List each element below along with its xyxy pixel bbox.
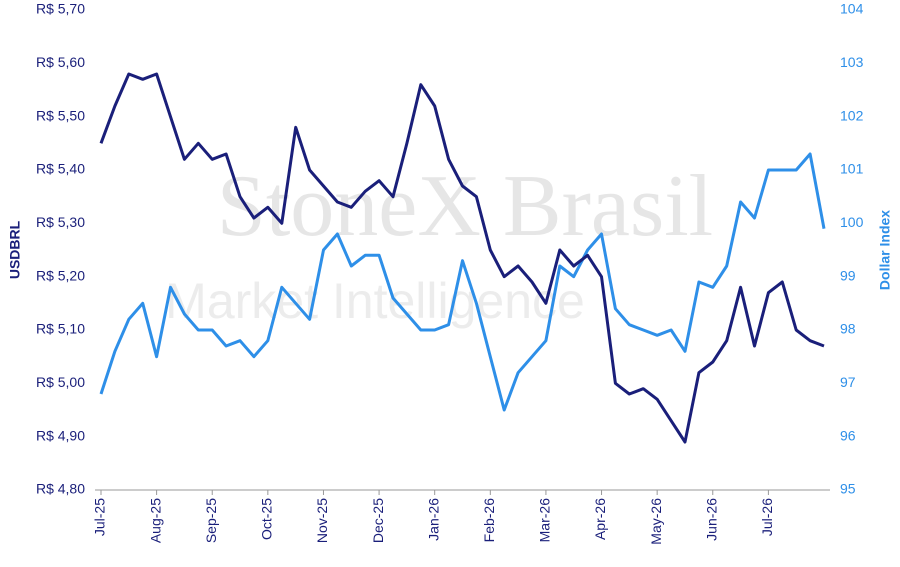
x-tick-label: Dec-25 bbox=[370, 498, 386, 543]
x-tick-label: Jun-26 bbox=[703, 498, 719, 541]
x-tick-label: Jul-25 bbox=[92, 498, 108, 536]
y-tick-label: R$ 5,00 bbox=[36, 374, 85, 390]
x-tick-label: Sep-25 bbox=[203, 498, 219, 543]
y2-tick-label: 97 bbox=[840, 374, 856, 390]
y2-tick-label: 103 bbox=[840, 54, 864, 70]
series-line bbox=[99, 152, 826, 412]
y-tick-label: R$ 5,40 bbox=[36, 161, 85, 177]
y-tick-label: R$ 5,50 bbox=[36, 107, 85, 123]
y2-tick-label: 101 bbox=[840, 161, 864, 177]
y2-tick-label: 98 bbox=[840, 321, 856, 337]
watermark-sub: Market Intelligence bbox=[165, 273, 585, 329]
y2-axis-label: Dollar Index bbox=[877, 210, 893, 290]
x-tick-label: Oct-25 bbox=[259, 498, 275, 540]
y-tick-label: R$ 4,80 bbox=[36, 481, 85, 497]
x-tick-label: Mar-26 bbox=[537, 498, 553, 543]
y2-tick-label: 96 bbox=[840, 427, 856, 443]
y-tick-label: R$ 5,70 bbox=[36, 1, 85, 17]
y-tick-label: R$ 4,90 bbox=[36, 427, 85, 443]
y-tick-label: R$ 5,30 bbox=[36, 214, 85, 230]
y2-tick-label: 104 bbox=[840, 1, 864, 17]
y-tick-label: R$ 5,10 bbox=[36, 321, 85, 337]
y2-tick-label: 100 bbox=[840, 214, 864, 230]
y-tick-label: R$ 5,20 bbox=[36, 267, 85, 283]
x-tick-label: Feb-26 bbox=[481, 498, 497, 543]
x-tick-label: Nov-25 bbox=[314, 498, 330, 543]
watermark: StoneX Brasil bbox=[217, 158, 713, 255]
y-tick-label: R$ 5,60 bbox=[36, 54, 85, 70]
y-axis-label: USDBRL bbox=[7, 220, 23, 279]
x-tick-label: Apr-26 bbox=[592, 498, 608, 540]
y2-tick-label: 99 bbox=[840, 267, 856, 283]
series-line bbox=[99, 72, 825, 444]
y2-tick-label: 95 bbox=[840, 481, 856, 497]
y2-tick-label: 102 bbox=[840, 107, 864, 123]
x-tick-label: Aug-25 bbox=[147, 498, 163, 543]
x-tick-label: Jan-26 bbox=[425, 498, 441, 541]
x-tick-label: Jul-26 bbox=[759, 498, 775, 536]
x-tick-label: May-26 bbox=[648, 498, 664, 545]
